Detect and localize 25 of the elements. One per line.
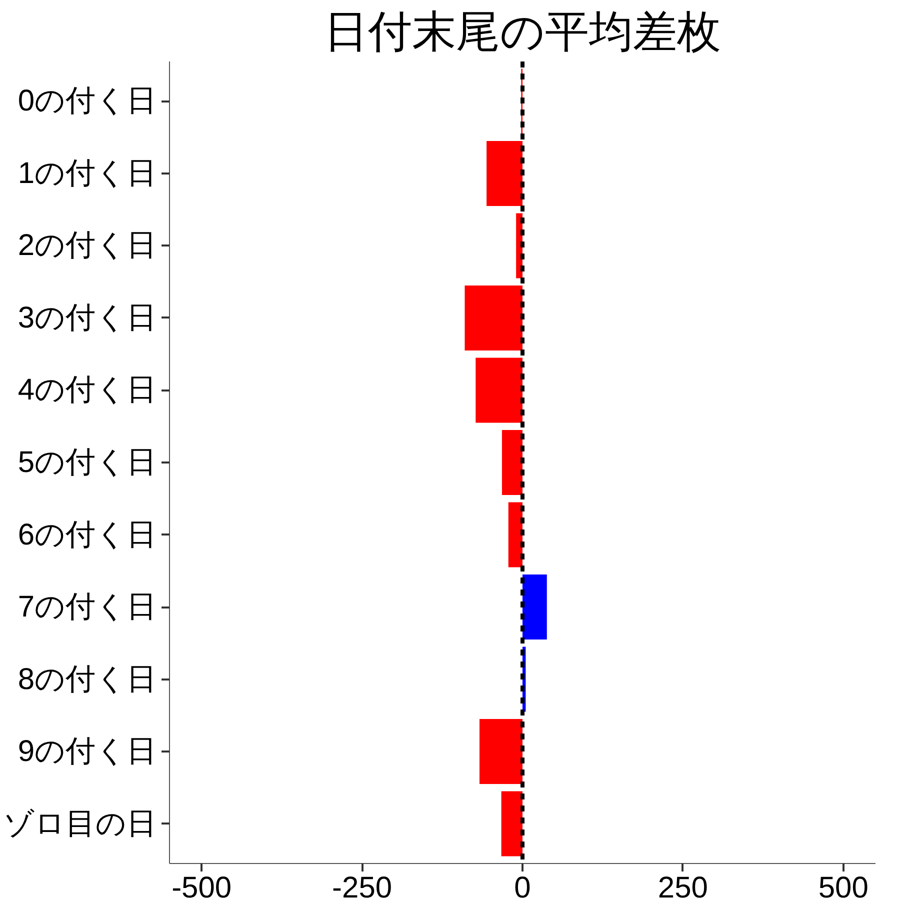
y-tick-label: 2の付く日 (18, 229, 157, 262)
x-tick-label: -250 (332, 872, 392, 900)
y-tick-label: 6の付く日 (18, 518, 157, 552)
bar (464, 285, 522, 351)
bar (502, 430, 522, 496)
x-tick-label: 0 (514, 872, 531, 900)
bar (522, 574, 547, 640)
bar (476, 358, 522, 423)
y-tick-label: 7の付く日 (18, 590, 157, 624)
bar (501, 791, 522, 856)
bar (480, 718, 522, 784)
y-tick-label: 9の付く日 (18, 735, 157, 768)
y-tick-label: 4の付く日 (18, 374, 157, 407)
y-tick-label: 5の付く日 (18, 446, 157, 479)
y-tick-label: 3の付く日 (18, 301, 157, 334)
x-tick-label: -500 (172, 872, 232, 900)
y-tick-label: 0の付く日 (18, 84, 157, 118)
x-tick-label: 500 (818, 872, 868, 900)
x-tick-label: 250 (658, 872, 708, 900)
y-tick-label: 8の付く日 (18, 662, 157, 696)
bar (486, 140, 522, 206)
y-tick-label: 1の付く日 (18, 156, 157, 190)
y-tick-label: ゾロ目の日 (4, 807, 156, 840)
bar (508, 502, 522, 568)
chart-title: 日付末尾の平均差枚 (324, 8, 721, 56)
